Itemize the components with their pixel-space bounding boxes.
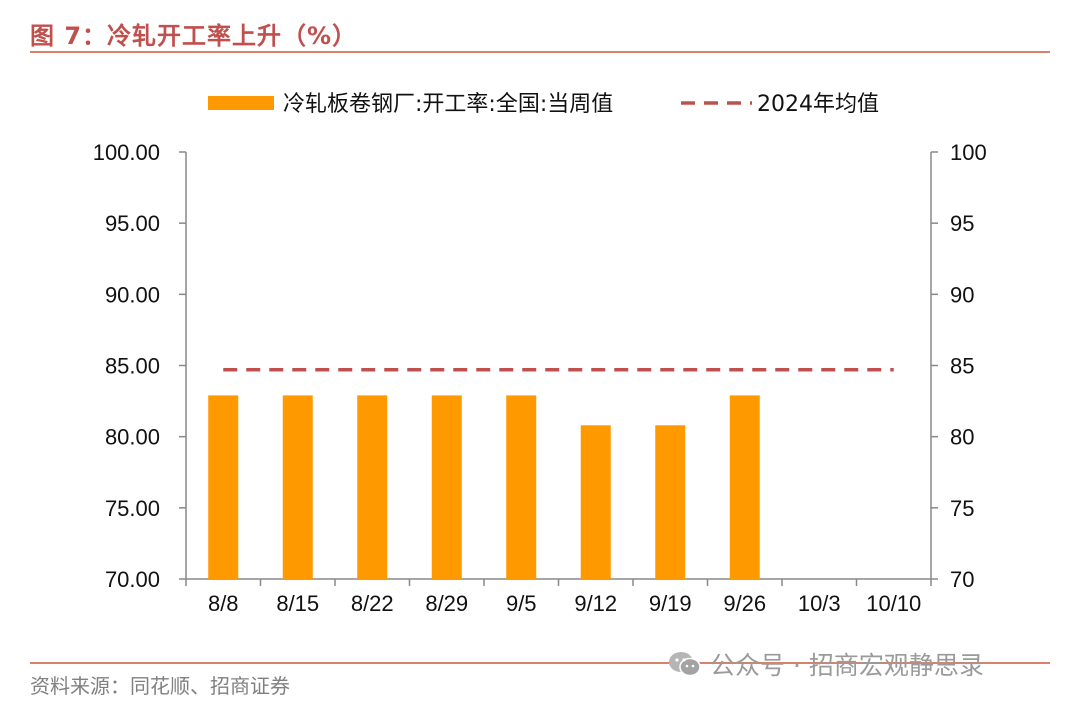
right-y-tick-label: 75 bbox=[950, 496, 974, 521]
right-y-tick-label: 85 bbox=[950, 354, 974, 379]
x-tick-label: 10/3 bbox=[798, 591, 841, 616]
left-y-tick-label: 80.00 bbox=[105, 425, 160, 450]
left-y-tick-label: 90.00 bbox=[105, 282, 160, 307]
watermark-text: 公众号 · 招商宏观静思录 bbox=[710, 651, 984, 680]
title-rule bbox=[30, 51, 1050, 53]
left-y-tick-label: 100.00 bbox=[93, 140, 160, 165]
watermark: 公众号 · 招商宏观静思录 bbox=[668, 646, 984, 682]
footer-rule bbox=[30, 662, 1050, 664]
left-y-tick-label: 75.00 bbox=[105, 496, 160, 521]
left-y-tick-label: 95.00 bbox=[105, 211, 160, 236]
x-tick-label: 9/19 bbox=[649, 591, 692, 616]
x-tick-label: 8/8 bbox=[208, 591, 239, 616]
right-y-tick-label: 100 bbox=[950, 140, 987, 165]
x-tick-label: 9/12 bbox=[574, 591, 617, 616]
right-y-tick-label: 80 bbox=[950, 425, 974, 450]
bar bbox=[431, 395, 462, 579]
legend-label-bar: 冷轧板卷钢厂:开工率:全国:当周值 bbox=[283, 92, 613, 117]
figure-title: 图 7：冷轧开工率上升（%） bbox=[30, 22, 358, 50]
legend-label-line: 2024年均值 bbox=[757, 92, 879, 117]
bar bbox=[282, 395, 313, 579]
bar bbox=[655, 425, 686, 579]
bar bbox=[357, 395, 388, 579]
right-y-tick-label: 70 bbox=[950, 567, 974, 592]
source-note: 资料来源：同花顺、招商证券 bbox=[30, 674, 290, 698]
x-tick-label: 8/15 bbox=[276, 591, 319, 616]
bar bbox=[208, 395, 239, 579]
left-y-tick-label: 70.00 bbox=[105, 567, 160, 592]
wechat-icon bbox=[669, 652, 701, 677]
left-y-tick-label: 85.00 bbox=[105, 354, 160, 379]
x-tick-label: 8/29 bbox=[425, 591, 468, 616]
x-tick-label: 9/26 bbox=[723, 591, 766, 616]
x-tick-label: 10/10 bbox=[866, 591, 921, 616]
legend-swatch-bar bbox=[208, 96, 274, 110]
x-tick-label: 8/22 bbox=[351, 591, 394, 616]
bar bbox=[506, 395, 537, 579]
bar bbox=[580, 425, 611, 579]
right-y-tick-label: 90 bbox=[950, 282, 974, 307]
bar bbox=[729, 395, 760, 579]
x-tick-label: 9/5 bbox=[506, 591, 537, 616]
right-y-tick-label: 95 bbox=[950, 211, 974, 236]
